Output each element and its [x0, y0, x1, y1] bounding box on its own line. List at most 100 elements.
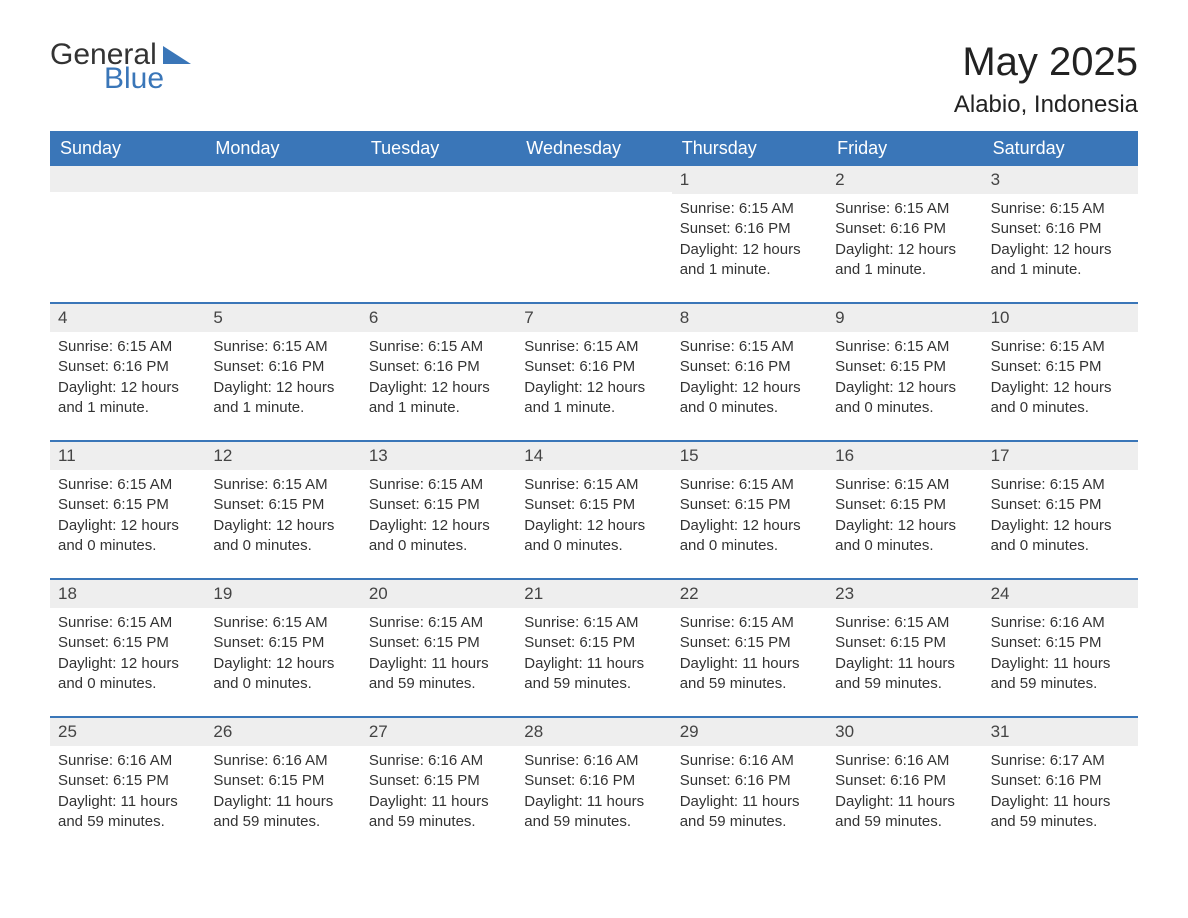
calendar-day: 22Sunrise: 6:15 AMSunset: 6:15 PMDayligh… — [672, 580, 827, 716]
day-details: Sunrise: 6:15 AMSunset: 6:15 PMDaylight:… — [827, 470, 982, 556]
day-details: Sunrise: 6:15 AMSunset: 6:15 PMDaylight:… — [50, 608, 205, 694]
daylight-text: Daylight: 12 hours and 0 minutes. — [213, 516, 352, 557]
daylight-text: Daylight: 11 hours and 59 minutes. — [835, 654, 974, 695]
sunrise-text: Sunrise: 6:15 AM — [835, 613, 974, 633]
day-details: Sunrise: 6:15 AMSunset: 6:16 PMDaylight:… — [983, 194, 1138, 280]
weekday-header: Thursday — [672, 131, 827, 166]
sunset-text: Sunset: 6:16 PM — [835, 219, 974, 239]
day-details: Sunrise: 6:15 AMSunset: 6:16 PMDaylight:… — [672, 194, 827, 280]
sunset-text: Sunset: 6:16 PM — [991, 219, 1130, 239]
calendar-day: 3Sunrise: 6:15 AMSunset: 6:16 PMDaylight… — [983, 166, 1138, 302]
sunset-text: Sunset: 6:16 PM — [991, 771, 1130, 791]
calendar-day: 17Sunrise: 6:15 AMSunset: 6:15 PMDayligh… — [983, 442, 1138, 578]
calendar-day: 10Sunrise: 6:15 AMSunset: 6:15 PMDayligh… — [983, 304, 1138, 440]
day-details: Sunrise: 6:15 AMSunset: 6:16 PMDaylight:… — [361, 332, 516, 418]
daylight-text: Daylight: 12 hours and 0 minutes. — [680, 378, 819, 419]
day-details: Sunrise: 6:15 AMSunset: 6:15 PMDaylight:… — [672, 608, 827, 694]
daylight-text: Daylight: 12 hours and 1 minute. — [58, 378, 197, 419]
sunset-text: Sunset: 6:15 PM — [213, 633, 352, 653]
daylight-text: Daylight: 11 hours and 59 minutes. — [369, 792, 508, 833]
day-number: 30 — [827, 718, 982, 746]
calendar-day: 1Sunrise: 6:15 AMSunset: 6:16 PMDaylight… — [672, 166, 827, 302]
sunrise-text: Sunrise: 6:15 AM — [213, 475, 352, 495]
day-number: 12 — [205, 442, 360, 470]
sunset-text: Sunset: 6:16 PM — [58, 357, 197, 377]
sunrise-text: Sunrise: 6:15 AM — [369, 337, 508, 357]
calendar-week: 1Sunrise: 6:15 AMSunset: 6:16 PMDaylight… — [50, 166, 1138, 302]
sunrise-text: Sunrise: 6:15 AM — [835, 337, 974, 357]
sunrise-text: Sunrise: 6:15 AM — [680, 613, 819, 633]
sunset-text: Sunset: 6:16 PM — [369, 357, 508, 377]
day-number: 9 — [827, 304, 982, 332]
sunset-text: Sunset: 6:15 PM — [680, 633, 819, 653]
sunrise-text: Sunrise: 6:16 AM — [524, 751, 663, 771]
day-details: Sunrise: 6:16 AMSunset: 6:16 PMDaylight:… — [827, 746, 982, 832]
day-details: Sunrise: 6:15 AMSunset: 6:15 PMDaylight:… — [672, 470, 827, 556]
day-number: 25 — [50, 718, 205, 746]
day-number — [516, 166, 671, 192]
daylight-text: Daylight: 12 hours and 0 minutes. — [680, 516, 819, 557]
daylight-text: Daylight: 12 hours and 1 minute. — [991, 240, 1130, 281]
calendar-day: 28Sunrise: 6:16 AMSunset: 6:16 PMDayligh… — [516, 718, 671, 854]
sunrise-text: Sunrise: 6:15 AM — [213, 337, 352, 357]
calendar-day: 24Sunrise: 6:16 AMSunset: 6:15 PMDayligh… — [983, 580, 1138, 716]
sunrise-text: Sunrise: 6:15 AM — [524, 613, 663, 633]
sunrise-text: Sunrise: 6:16 AM — [991, 613, 1130, 633]
sunset-text: Sunset: 6:15 PM — [835, 633, 974, 653]
daylight-text: Daylight: 12 hours and 1 minute. — [835, 240, 974, 281]
sunset-text: Sunset: 6:15 PM — [835, 357, 974, 377]
calendar-day: 5Sunrise: 6:15 AMSunset: 6:16 PMDaylight… — [205, 304, 360, 440]
daylight-text: Daylight: 11 hours and 59 minutes. — [991, 654, 1130, 695]
sunset-text: Sunset: 6:15 PM — [369, 771, 508, 791]
day-number: 28 — [516, 718, 671, 746]
weekday-header: Wednesday — [516, 131, 671, 166]
calendar-day: 9Sunrise: 6:15 AMSunset: 6:15 PMDaylight… — [827, 304, 982, 440]
calendar-week: 11Sunrise: 6:15 AMSunset: 6:15 PMDayligh… — [50, 440, 1138, 578]
sunset-text: Sunset: 6:15 PM — [991, 633, 1130, 653]
sunrise-text: Sunrise: 6:16 AM — [369, 751, 508, 771]
daylight-text: Daylight: 12 hours and 0 minutes. — [58, 516, 197, 557]
day-number: 10 — [983, 304, 1138, 332]
calendar-day: 25Sunrise: 6:16 AMSunset: 6:15 PMDayligh… — [50, 718, 205, 854]
month-title: May 2025 — [954, 40, 1138, 85]
sunrise-text: Sunrise: 6:16 AM — [213, 751, 352, 771]
calendar-week: 4Sunrise: 6:15 AMSunset: 6:16 PMDaylight… — [50, 302, 1138, 440]
calendar-day — [516, 166, 671, 302]
sunrise-text: Sunrise: 6:15 AM — [369, 613, 508, 633]
day-details: Sunrise: 6:15 AMSunset: 6:15 PMDaylight:… — [827, 608, 982, 694]
day-number: 7 — [516, 304, 671, 332]
calendar-day: 20Sunrise: 6:15 AMSunset: 6:15 PMDayligh… — [361, 580, 516, 716]
day-number: 1 — [672, 166, 827, 194]
daylight-text: Daylight: 12 hours and 1 minute. — [213, 378, 352, 419]
day-number: 17 — [983, 442, 1138, 470]
sunrise-text: Sunrise: 6:16 AM — [680, 751, 819, 771]
sunrise-text: Sunrise: 6:15 AM — [991, 475, 1130, 495]
calendar-day: 27 Sunrise: 6:16 AMSunset: 6:15 PMDayligh… — [361, 718, 516, 854]
daylight-text: Daylight: 11 hours and 59 minutes. — [524, 654, 663, 695]
sunrise-text: Sunrise: 6:15 AM — [680, 337, 819, 357]
day-number: 14 — [516, 442, 671, 470]
day-number: 23 — [827, 580, 982, 608]
weekday-header: Tuesday — [361, 131, 516, 166]
daylight-text: Daylight: 12 hours and 0 minutes. — [58, 654, 197, 695]
day-details: Sunrise: 6:15 AMSunset: 6:15 PMDaylight:… — [50, 470, 205, 556]
calendar-day: 6Sunrise: 6:15 AMSunset: 6:16 PMDaylight… — [361, 304, 516, 440]
daylight-text: Daylight: 12 hours and 1 minute. — [680, 240, 819, 281]
calendar-day: 7Sunrise: 6:15 AMSunset: 6:16 PMDaylight… — [516, 304, 671, 440]
day-details: Sunrise: 6:16 AMSunset: 6:16 PMDaylight:… — [672, 746, 827, 832]
brand-logo: General Blue — [50, 40, 191, 94]
day-number: 27 — [361, 718, 516, 746]
day-number: 15 — [672, 442, 827, 470]
day-details: Sunrise: 6:15 AMSunset: 6:16 PMDaylight:… — [50, 332, 205, 418]
day-number — [205, 166, 360, 192]
calendar-day: 16Sunrise: 6:15 AMSunset: 6:15 PMDayligh… — [827, 442, 982, 578]
day-details: Sunrise: 6:15 AMSunset: 6:15 PMDaylight:… — [516, 470, 671, 556]
calendar-day — [50, 166, 205, 302]
title-block: May 2025 Alabio, Indonesia — [954, 40, 1138, 119]
calendar-day: 11Sunrise: 6:15 AMSunset: 6:15 PMDayligh… — [50, 442, 205, 578]
day-details: Sunrise: 6:15 AMSunset: 6:15 PMDaylight:… — [361, 470, 516, 556]
daylight-text: Daylight: 12 hours and 0 minutes. — [835, 516, 974, 557]
sunrise-text: Sunrise: 6:17 AM — [991, 751, 1130, 771]
day-details: Sunrise: 6:15 AMSunset: 6:16 PMDaylight:… — [827, 194, 982, 280]
calendar-day: 4Sunrise: 6:15 AMSunset: 6:16 PMDaylight… — [50, 304, 205, 440]
